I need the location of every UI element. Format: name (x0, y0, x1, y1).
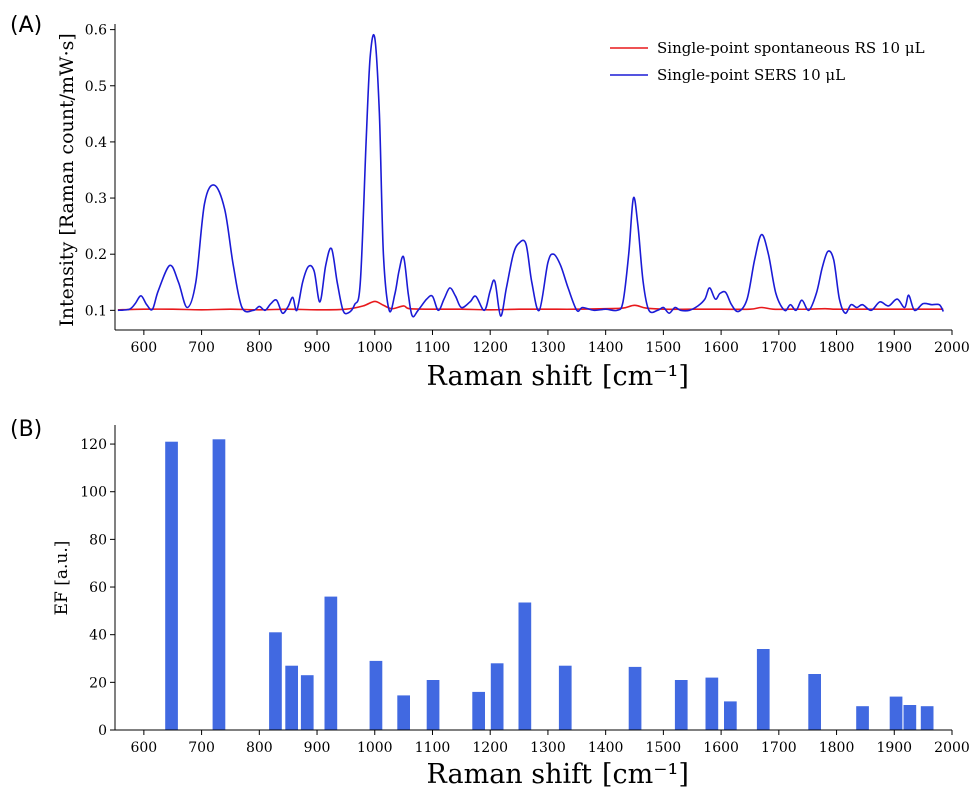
panel-b-x-title-text: Raman shift (427, 759, 593, 790)
ef-bar (300, 675, 314, 730)
ef-bar (397, 695, 410, 730)
panel-a-x-unit: [cm⁻¹] (602, 361, 689, 392)
b-y-tick-label: 60 (89, 580, 107, 596)
b-x-tick-label: 1600 (703, 740, 739, 756)
b-x-tick-label: 1100 (415, 740, 451, 756)
panel-b-x-unit: [cm⁻¹] (602, 759, 689, 790)
ef-bar (518, 602, 532, 730)
ef-bar (756, 649, 770, 730)
panel-b-x-title: Raman shift [cm⁻¹] (427, 759, 689, 790)
panel-b-bars (165, 439, 934, 730)
b-x-tick-label: 800 (246, 740, 273, 756)
panel-a-ticks: 600 700 800 900 1000 1100 1200 1300 1400 1500 1600… (85, 23, 969, 356)
ef-bar (369, 660, 383, 730)
a-x-tick-label: 1300 (530, 340, 566, 356)
b-y-tick-label: 0 (98, 723, 107, 739)
panel-a-legend: Single-point spontaneous RS 10 μL Single… (610, 39, 925, 84)
a-y-tick-label: 0.5 (85, 79, 107, 95)
b-y-tick-label: 100 (80, 485, 107, 501)
ef-bar (269, 632, 282, 730)
a-x-tick-label: 1900 (876, 340, 912, 356)
b-x-tick-label: 1200 (472, 740, 508, 756)
b-x-tick-label: 1700 (761, 740, 797, 756)
ef-bar (889, 696, 903, 730)
ef-bar (212, 439, 226, 730)
panel-b-label: (B) (10, 417, 42, 442)
ef-bar (165, 441, 178, 730)
panel-a: 600 700 800 900 1000 1100 1200 1300 1400 1500 1600… (56, 23, 969, 392)
a-y-tick-label: 0.3 (85, 191, 107, 207)
a-y-tick-label: 0.1 (85, 303, 107, 319)
ef-bar (472, 691, 485, 730)
panel-a-series (117, 33, 945, 318)
panel-b-y-title: EF [a.u.] (52, 541, 72, 616)
b-x-tick-label: 1800 (819, 740, 855, 756)
ef-bar (558, 665, 572, 730)
legend-label-rs: Single-point spontaneous RS 10 μL (657, 39, 925, 57)
panel-a-label: (A) (10, 13, 42, 38)
ef-bar (674, 680, 688, 730)
a-x-tick-label: 900 (304, 340, 331, 356)
ef-bar (808, 674, 821, 730)
panel-a-y-title: Intensity [Raman count/mW·s] (56, 33, 78, 327)
a-x-tick-label: 600 (130, 340, 157, 356)
ef-bar (426, 680, 440, 730)
a-x-tick-label: 2000 (934, 340, 969, 356)
b-x-tick-label: 1300 (530, 740, 566, 756)
a-x-tick-label: 700 (188, 340, 215, 356)
a-x-tick-label: 1600 (703, 340, 739, 356)
ef-bar (628, 666, 642, 730)
b-x-tick-label: 1500 (646, 740, 682, 756)
b-x-tick-label: 1000 (357, 740, 393, 756)
legend-label-sers: Single-point SERS 10 μL (657, 66, 845, 84)
b-y-tick-label: 80 (89, 532, 107, 548)
b-x-tick-label: 600 (130, 740, 157, 756)
b-y-tick-label: 20 (89, 675, 107, 691)
a-x-tick-label: 1400 (588, 340, 624, 356)
b-x-tick-label: 1400 (588, 740, 624, 756)
a-y-tick-label: 0.6 (85, 23, 107, 39)
a-x-tick-label: 1800 (819, 340, 855, 356)
b-y-tick-label: 120 (80, 437, 107, 453)
b-x-tick-label: 900 (304, 740, 331, 756)
a-x-tick-label: 1000 (357, 340, 393, 356)
b-y-tick-label: 40 (89, 628, 107, 644)
ef-bar (724, 701, 737, 730)
ef-bar (285, 665, 298, 730)
b-x-tick-label: 2000 (934, 740, 969, 756)
a-y-tick-label: 0.4 (85, 135, 107, 151)
series-line-sers (117, 33, 945, 318)
ef-bar (324, 596, 338, 730)
b-x-tick-label: 1900 (876, 740, 912, 756)
ef-bar (856, 706, 869, 730)
panel-b-ticks: 600 700 800 900 1000 1100 1200 1300 1400 1500 1600… (80, 437, 969, 756)
ef-bar (490, 663, 504, 730)
a-x-tick-label: 1200 (472, 340, 508, 356)
a-x-tick-label: 1700 (761, 340, 797, 356)
a-y-tick-label: 0.2 (85, 247, 107, 263)
a-x-tick-label: 800 (246, 340, 273, 356)
ef-bar (920, 706, 934, 730)
a-x-tick-label: 1500 (646, 340, 682, 356)
ef-bar (903, 705, 917, 730)
panel-a-x-title-text: Raman shift (427, 361, 593, 392)
panel-a-x-title: Raman shift [cm⁻¹] (427, 361, 689, 392)
b-x-tick-label: 700 (188, 740, 215, 756)
ef-bar (705, 677, 719, 730)
panel-b: 600 700 800 900 1000 1100 1200 1300 1400 1500 1600… (52, 425, 969, 790)
a-x-tick-label: 1100 (415, 340, 451, 356)
